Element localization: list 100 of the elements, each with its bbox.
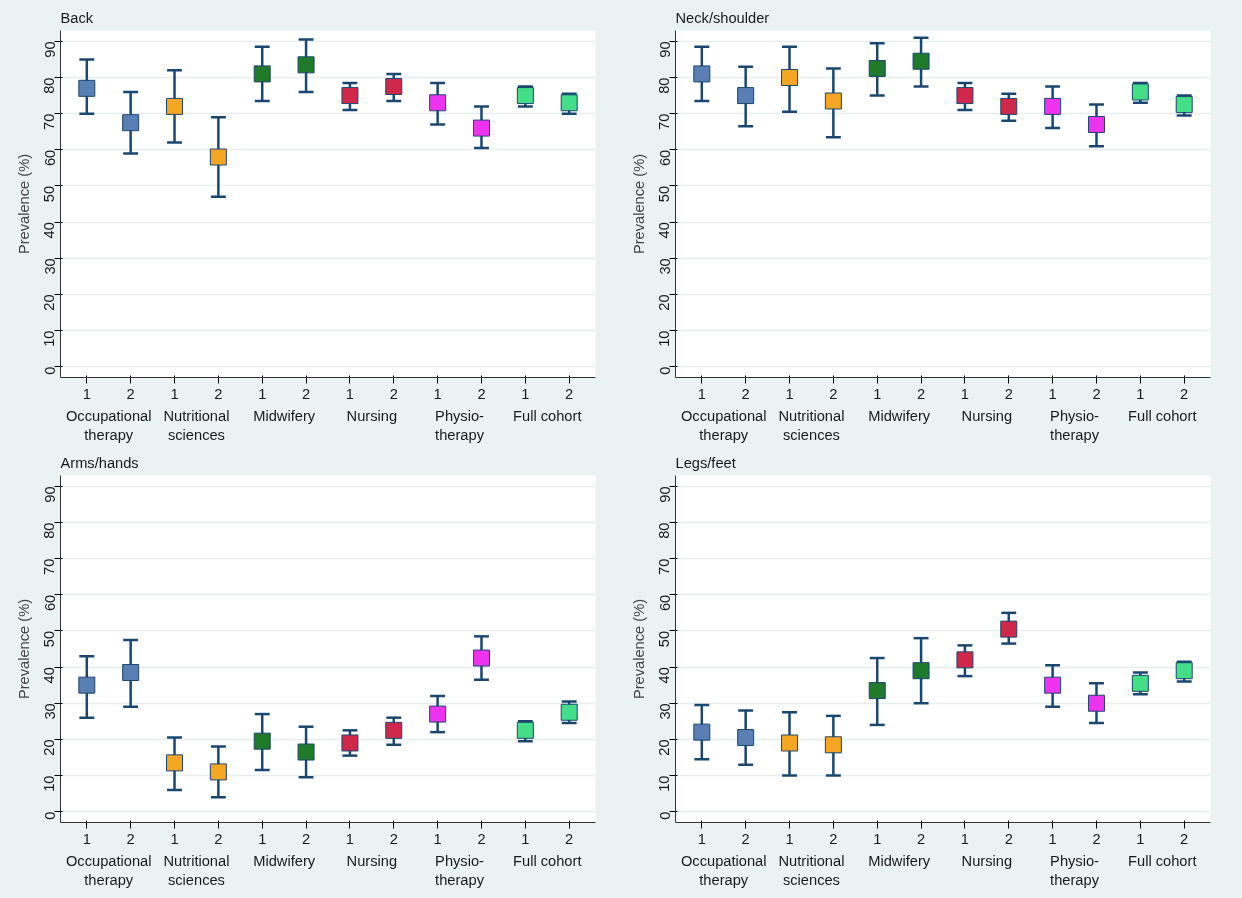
text: Nursing — [346, 852, 398, 869]
y-tick-label: 60 — [41, 149, 58, 167]
x-tick-label: 2 — [126, 385, 135, 402]
y-tick-label: 30 — [41, 703, 58, 720]
y-axis-title: Prevalence (%) — [15, 598, 32, 700]
x-tick-label: 2 — [389, 385, 398, 402]
text: Full cohort — [1128, 852, 1197, 869]
x-tick-label: 1 — [345, 385, 355, 402]
y-tick-label: 10 — [656, 775, 673, 792]
text: Nutritional sciences — [778, 852, 845, 888]
y-tick-label: 40 — [656, 222, 673, 239]
x-tick-label: 1 — [82, 830, 91, 847]
y-tick-label: 20 — [41, 294, 58, 311]
x-tick-label: 2 — [126, 830, 135, 847]
y-tick-label: 60 — [656, 594, 673, 612]
y-tick-label: 0 — [656, 811, 673, 820]
y-tick-label: 50 — [656, 630, 673, 648]
x-tick-label: 1 — [258, 830, 267, 847]
y-tick-label: 80 — [656, 522, 673, 539]
text: Occupational therapy — [65, 852, 152, 888]
x-tick-label: 2 — [214, 830, 223, 847]
x-tick-label: 2 — [477, 385, 486, 402]
text: Full cohort — [1128, 407, 1197, 424]
y-axis-title: Prevalence (%) — [15, 153, 32, 255]
x-tick-label: 2 — [1092, 385, 1101, 402]
text: Midwifery — [253, 407, 316, 424]
x-tick-label: 2 — [389, 830, 398, 847]
x-tick-label: 2 — [917, 385, 926, 402]
x-tick-label: 2 — [1004, 830, 1013, 847]
text: Midwifery — [868, 852, 931, 869]
x-tick-label: 2 — [565, 830, 574, 847]
text: Nursing — [961, 407, 1013, 424]
y-tick-label: 50 — [41, 630, 58, 648]
x-tick-label: 2 — [302, 830, 311, 847]
y-tick-label: 10 — [656, 330, 673, 347]
text: Physio- therapy — [1050, 407, 1100, 443]
text: Full cohort — [513, 852, 582, 869]
x-tick-label: 2 — [1004, 385, 1013, 402]
text: Physio- therapy — [435, 852, 485, 888]
x-tick-label: 2 — [1180, 385, 1189, 402]
y-tick-label: 80 — [656, 77, 673, 94]
y-tick-label: 70 — [656, 113, 673, 130]
y-tick-label: 20 — [656, 294, 673, 311]
x-tick-label: 1 — [521, 385, 530, 402]
text: Nutritional sciences — [163, 852, 230, 888]
x-tick-label: 1 — [1048, 830, 1057, 847]
x-tick-label: 1 — [1136, 830, 1145, 847]
y-tick-label: 0 — [41, 366, 58, 375]
y-tick-label: 0 — [41, 811, 58, 820]
y-tick-label: 30 — [656, 258, 673, 275]
x-tick-label: 1 — [1136, 385, 1145, 402]
y-tick-label: 10 — [41, 330, 58, 347]
text: Midwifery — [868, 407, 931, 424]
y-tick-label: 70 — [41, 558, 58, 575]
y-tick-label: 30 — [656, 703, 673, 720]
y-tick-label: 90 — [656, 41, 673, 58]
x-tick-label: 2 — [741, 830, 750, 847]
x-tick-label: 2 — [565, 385, 574, 402]
x-tick-label: 1 — [785, 385, 794, 402]
y-tick-label: 10 — [41, 775, 58, 792]
text: Nursing — [961, 852, 1013, 869]
x-tick-label: 2 — [741, 385, 750, 402]
y-tick-label: 50 — [656, 185, 673, 203]
y-axis-title: Prevalence (%) — [630, 598, 647, 700]
text: Full cohort — [513, 407, 582, 424]
y-tick-label: 40 — [41, 222, 58, 239]
text: Physio- therapy — [435, 407, 485, 443]
text: Occupational therapy — [680, 852, 767, 888]
y-tick-label: 30 — [41, 258, 58, 275]
y-tick-label: 90 — [41, 41, 58, 58]
x-tick-label: 1 — [785, 830, 794, 847]
x-tick-label: 1 — [82, 385, 91, 402]
y-tick-label: 60 — [41, 594, 58, 612]
x-tick-label: 1 — [697, 830, 706, 847]
text: Occupational therapy — [680, 407, 767, 443]
y-tick-label: 70 — [41, 113, 58, 130]
y-tick-label: 80 — [41, 522, 58, 539]
y-tick-label: 40 — [656, 667, 673, 684]
x-tick-label: 1 — [170, 830, 179, 847]
text: Nutritional sciences — [163, 407, 230, 443]
x-tick-label: 1 — [433, 385, 442, 402]
y-tick-label: 70 — [656, 558, 673, 575]
y-tick-label: 60 — [656, 149, 673, 167]
text: Nutritional sciences — [778, 407, 845, 443]
y-tick-label: 50 — [41, 185, 58, 203]
x-tick-label: 2 — [917, 830, 926, 847]
x-tick-label: 2 — [302, 385, 311, 402]
text: Occupational therapy — [65, 407, 152, 443]
x-tick-label: 2 — [829, 385, 838, 402]
y-tick-label: 0 — [656, 366, 673, 375]
x-tick-label: 1 — [258, 385, 267, 402]
y-tick-label: 80 — [41, 77, 58, 94]
x-tick-label: 2 — [1092, 830, 1101, 847]
x-tick-label: 2 — [1180, 830, 1189, 847]
y-tick-label: 90 — [656, 486, 673, 503]
x-tick-label: 1 — [960, 830, 970, 847]
x-tick-label: 1 — [697, 385, 706, 402]
chart-title: Arms/hands — [60, 454, 139, 471]
y-tick-label: 20 — [41, 739, 58, 756]
chart-title: Neck/shoulder — [675, 9, 770, 26]
